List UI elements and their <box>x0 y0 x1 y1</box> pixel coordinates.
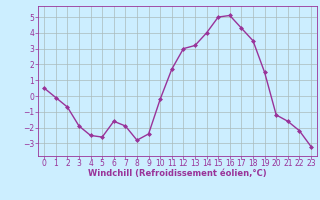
X-axis label: Windchill (Refroidissement éolien,°C): Windchill (Refroidissement éolien,°C) <box>88 169 267 178</box>
